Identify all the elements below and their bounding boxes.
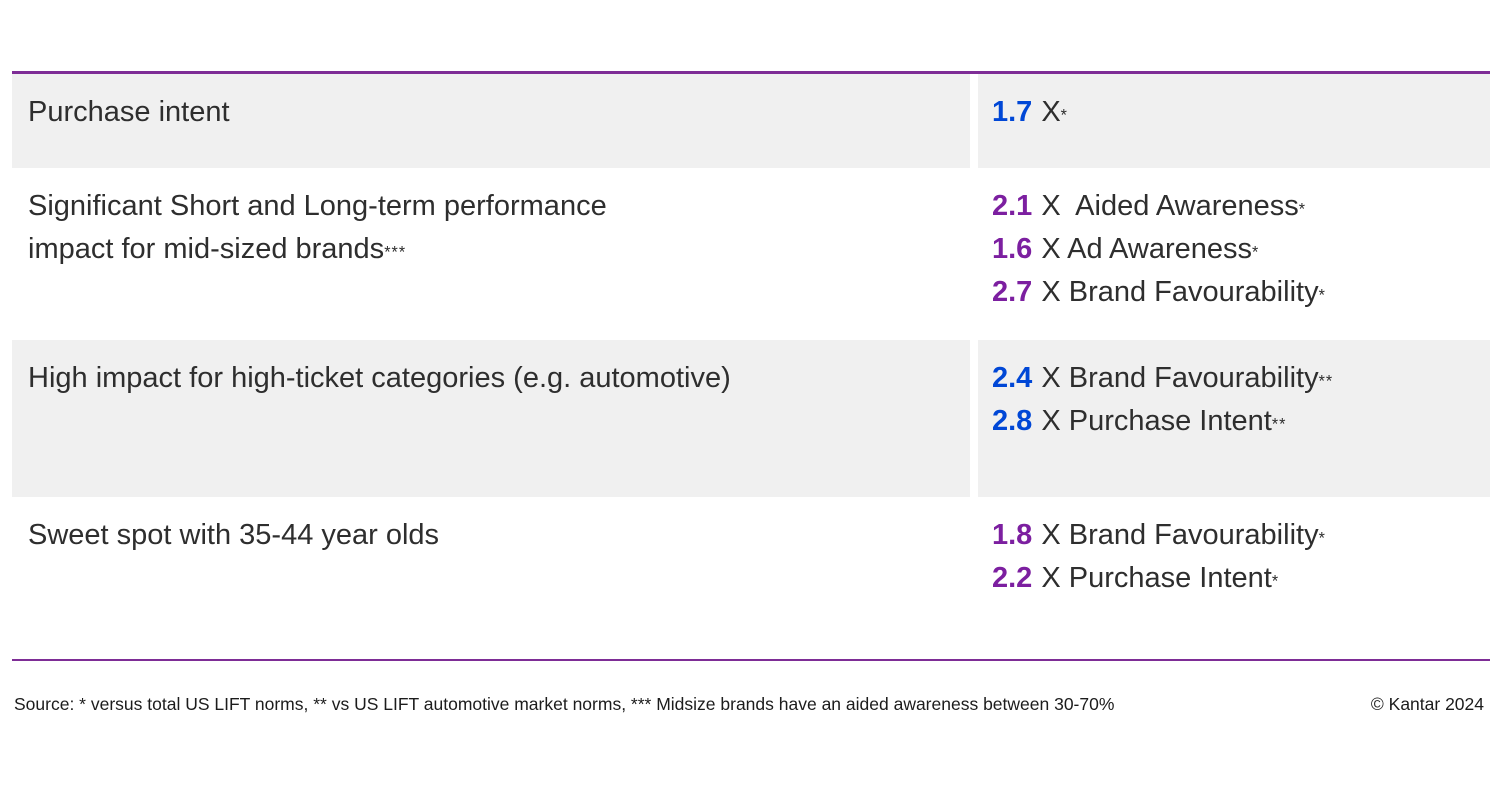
metric-label: X (1041, 96, 1061, 128)
metric-line: 1.6 X Ad Awareness* (992, 228, 1480, 271)
metric-stars: * (1271, 572, 1280, 591)
column-divider (970, 497, 978, 647)
metric-value: 2.2 (992, 561, 1033, 594)
row-label-cell: Sweet spot with 35-44 year olds (12, 497, 970, 647)
table-row: Sweet spot with 35-44 year olds 1.8 X Bra… (12, 497, 1490, 647)
top-rule (12, 71, 1490, 74)
metric-value: 1.7 (992, 96, 1033, 128)
metric-label: X Ad Awareness (1041, 232, 1252, 265)
metric-line: 2.4 X Brand Favourability** (992, 357, 1480, 400)
row-metrics-cell: 1.8 X Brand Favourability* 2.2 X Purchase … (978, 497, 1490, 647)
metric-label: X Brand Favourability (1041, 519, 1319, 551)
metric-line: 2.7 X Brand Favourability* (992, 271, 1480, 314)
column-divider (970, 340, 978, 497)
table-row: Significant Short and Long-term performa… (12, 168, 1490, 340)
table-row: Purchase intent 1.7 X* (12, 74, 1490, 168)
metric-label: X Brand Favourability (1041, 362, 1319, 394)
footer: Source: * versus total US LIFT norms, **… (14, 694, 1484, 715)
metric-stars: ** (1271, 415, 1287, 434)
metric-line: 2.2 X Purchase Intent* (992, 557, 1480, 600)
copyright: © Kantar 2024 (1370, 694, 1484, 714)
results-table: Purchase intent 1.7 X* Significant Short … (12, 74, 1490, 647)
metric-value: 2.1 (992, 190, 1033, 222)
metric-label: X Brand Favourability (1041, 275, 1319, 308)
row-metrics-cell: 1.7 X* (978, 74, 1490, 168)
metric-value: 2.8 (992, 404, 1033, 437)
metric-line: 1.8 X Brand Favourability* (992, 514, 1480, 557)
metric-label: X Purchase Intent (1041, 561, 1272, 594)
row-metrics-cell: 2.4 X Brand Favourability** 2.8 X Purchase… (978, 340, 1490, 497)
metric-label: X Aided Awareness (1041, 190, 1299, 222)
row-label: Sweet spot with 35-44 year olds (28, 519, 440, 551)
metric-stars: * (1298, 200, 1307, 219)
row-label: Significant Short and Long-term performa… (28, 190, 607, 265)
metric-stars: * (1252, 243, 1260, 262)
metric-value: 1.8 (992, 519, 1033, 551)
row-metrics-cell: 2.1 X Aided Awareness* 1.6 X Ad Awareness*… (978, 168, 1490, 340)
source-note: Source: * versus total US LIFT norms, **… (14, 694, 1115, 714)
metric-value: 1.6 (992, 232, 1033, 265)
column-divider (970, 168, 978, 340)
metric-stars: ** (1318, 372, 1334, 391)
bottom-rule (12, 659, 1490, 661)
row-label: Purchase intent (28, 96, 230, 128)
metric-value: 2.7 (992, 275, 1033, 308)
row-label-stars: *** (384, 243, 407, 262)
metric-line: 1.7 X* (992, 91, 1480, 134)
metric-value: 2.4 (992, 362, 1033, 394)
metric-stars: * (1318, 529, 1326, 548)
row-label-cell: High impact for high-ticket categories (… (12, 340, 970, 497)
metric-stars: * (1060, 106, 1068, 125)
row-label-cell: Purchase intent (12, 74, 970, 168)
metric-label: X Purchase Intent (1041, 404, 1272, 437)
row-label-cell: Significant Short and Long-term performa… (12, 168, 970, 340)
metric-stars: * (1318, 286, 1326, 305)
metric-line: 2.8 X Purchase Intent** (992, 400, 1480, 443)
column-divider (970, 74, 978, 168)
metric-line: 2.1 X Aided Awareness* (992, 185, 1480, 228)
row-label: High impact for high-ticket categories (… (28, 362, 731, 394)
table-row: High impact for high-ticket categories (… (12, 340, 1490, 497)
